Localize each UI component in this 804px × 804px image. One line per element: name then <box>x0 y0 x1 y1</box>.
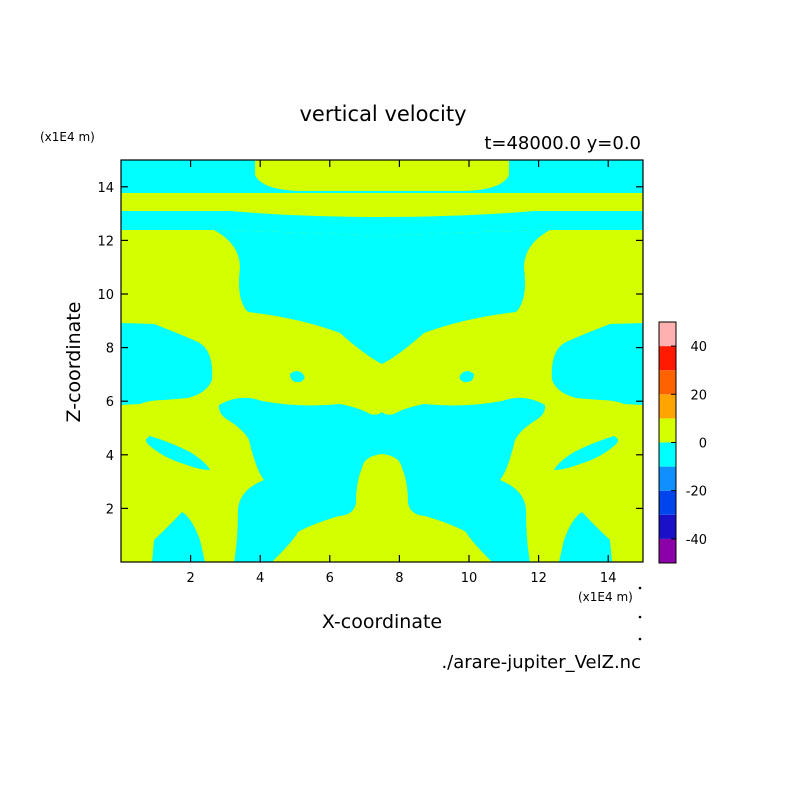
downward-left-lower <box>152 512 205 562</box>
colorbar-swatch <box>659 442 676 467</box>
y-tick-label: 14 <box>97 181 114 196</box>
chart-subtitle: t=48000.0 y=0.0 <box>484 133 641 154</box>
x-tick-label: 10 <box>461 571 478 586</box>
y-axis: 2 4 6 8 10 12 14 <box>97 181 643 517</box>
x-tick-label: 2 <box>186 571 194 586</box>
x-unit-label: (x1E4 m) <box>578 590 633 604</box>
x-tick-label: 6 <box>326 571 334 586</box>
marker-dots <box>638 586 642 641</box>
downward-right-streak <box>554 436 618 470</box>
downward-left-blob <box>290 371 305 383</box>
downward-left-mid <box>121 323 213 405</box>
colorbar-tick-label: 0 <box>699 437 707 452</box>
y-tick-label: 4 <box>106 449 114 464</box>
colorbar-swatch <box>659 418 676 443</box>
y-tick-label: 10 <box>97 288 114 303</box>
downward-regions <box>121 160 643 562</box>
x-tick-label: 12 <box>530 571 547 586</box>
colorbar: -40 -20 0 20 40 <box>658 321 707 564</box>
downward-core-bottom <box>218 397 546 562</box>
y-unit-label: (x1E4 m) <box>40 130 95 144</box>
downward-right-lower <box>559 512 612 562</box>
downward-core-top <box>214 230 550 364</box>
x-tick-label: 8 <box>395 571 403 586</box>
plot-frame <box>120 159 644 563</box>
colorbar-swatch <box>659 466 676 491</box>
colorbar-swatch <box>659 394 676 419</box>
colorbar-swatch <box>659 346 676 371</box>
source-label: ./arare-jupiter_VelZ.nc <box>441 652 641 673</box>
colorbar-swatch <box>659 538 676 563</box>
downward-right-blob <box>459 371 474 383</box>
x-tick-label: 4 <box>256 571 264 586</box>
downward-band-upper <box>121 211 643 236</box>
colorbar-swatch <box>659 370 676 395</box>
x-tick-label: 14 <box>600 571 617 586</box>
field <box>121 160 643 562</box>
x-axis: 2 4 6 8 10 12 14 <box>186 160 616 586</box>
x-axis-label: X-coordinate <box>322 611 442 633</box>
y-tick-label: 6 <box>106 395 114 410</box>
downward-band-top <box>121 160 643 193</box>
colorbar-swatch <box>659 514 676 539</box>
y-tick-label: 8 <box>106 342 114 357</box>
y-axis-label: Z-coordinate <box>63 302 85 423</box>
colorbar-tick-label: 20 <box>690 388 707 403</box>
colorbar-swatch <box>659 322 676 347</box>
y-tick-label: 2 <box>106 502 114 517</box>
colorbar-tick-label: -40 <box>686 533 707 548</box>
downward-right-mid <box>551 323 643 405</box>
chart-title: vertical velocity <box>299 102 466 126</box>
y-tick-label: 12 <box>97 234 114 249</box>
colorbar-tick-label: 40 <box>690 340 707 355</box>
colorbar-swatch <box>659 490 676 515</box>
colorbar-tick-label: -20 <box>686 485 707 500</box>
downward-left-streak <box>146 436 210 470</box>
